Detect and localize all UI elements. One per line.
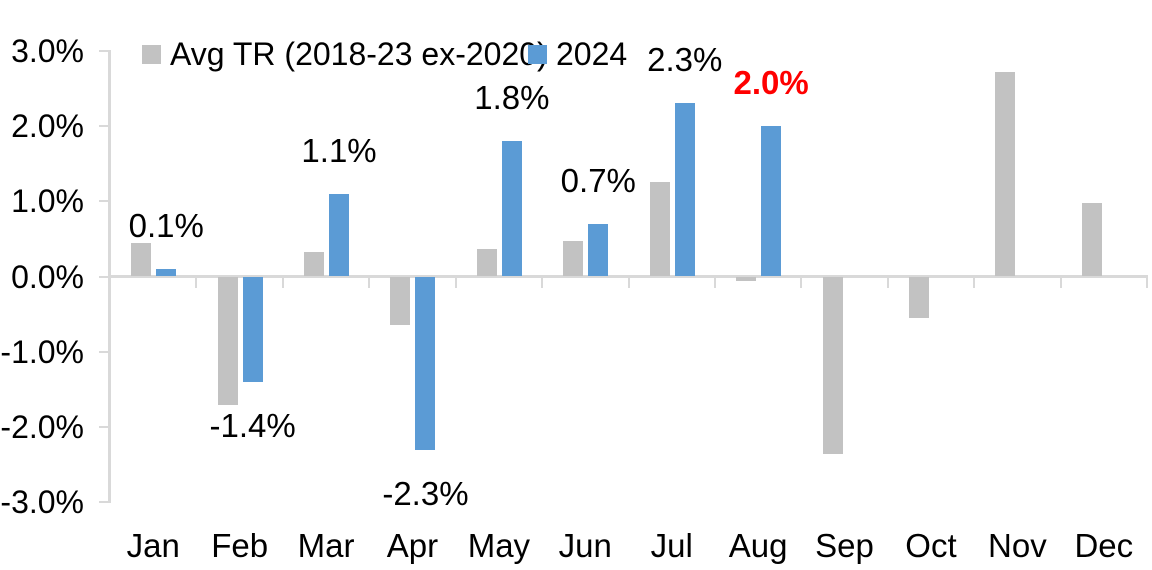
legend-label-avg-tr: Avg TR (2018-23 ex-2020) (170, 35, 548, 72)
x-axis-tick (627, 278, 630, 288)
bar-2024-jun (588, 223, 609, 277)
legend-swatch-2024 (528, 44, 547, 64)
data-label-2024-jan: 0.1% (128, 206, 204, 244)
x-axis-tick (368, 278, 371, 288)
x-axis-tick (281, 278, 284, 288)
x-axis-tick (713, 278, 716, 288)
x-axis-label-oct: Oct (905, 527, 957, 564)
x-axis-label-mar: Mar (297, 527, 355, 564)
y-axis-tick (99, 275, 109, 278)
bar-avg-mar (304, 252, 325, 277)
bar-avg-apr (390, 276, 411, 326)
y-axis-label: -3.0% (0, 484, 84, 521)
bar-2024-feb (242, 276, 263, 382)
bar-avg-nov (995, 71, 1016, 277)
bar-2024-mar (329, 193, 350, 277)
bar-2024-aug (761, 125, 782, 277)
bar-avg-may (476, 248, 497, 277)
bar-avg-aug (736, 276, 757, 282)
x-axis-label-feb: Feb (211, 527, 269, 564)
x-axis-tick (886, 278, 889, 288)
data-label-2024-mar: 1.1% (301, 131, 377, 169)
data-label-2024-apr: -2.3% (382, 474, 469, 512)
bar-avg-jan (131, 242, 152, 277)
x-axis-tick (195, 278, 198, 288)
y-axis-label: 2.0% (11, 107, 84, 144)
data-label-2024-jun: 0.7% (560, 161, 636, 199)
legend-swatch-avg-tr (142, 44, 161, 64)
data-label-2024-jul: 2.3% (647, 41, 723, 79)
x-axis-tick (973, 278, 976, 288)
y-axis-label: -1.0% (0, 333, 84, 370)
y-axis-label: 0.0% (11, 258, 84, 295)
x-axis-tick (1146, 278, 1148, 288)
bar-avg-sep (822, 276, 843, 454)
x-axis-tick (109, 278, 111, 288)
legend-label-2024: 2024 (556, 35, 628, 72)
bar-avg-jul (649, 182, 670, 277)
legend-item-2024: 2024 (528, 36, 627, 72)
data-label-2024-feb: -1.4% (209, 406, 296, 444)
x-axis-label-apr: Apr (386, 527, 439, 564)
y-axis-label: -2.0% (0, 409, 84, 446)
bar-2024-jan (156, 268, 177, 277)
y-axis-label: 3.0% (11, 32, 84, 69)
x-axis-tick (541, 278, 544, 288)
x-axis-label-jan: Jan (126, 527, 180, 564)
bar-avg-feb (217, 276, 238, 405)
data-label-2024-aug: 2.0% (733, 63, 809, 101)
bar-avg-oct (908, 276, 929, 318)
y-axis-tick (99, 426, 109, 429)
bar-2024-may (501, 140, 522, 277)
legend-item-avg-tr: Avg TR (2018-23 ex-2020) (142, 36, 548, 72)
x-axis-tick (1059, 278, 1062, 288)
x-axis-label-aug: Aug (728, 527, 788, 564)
y-axis-tick (99, 49, 109, 52)
x-axis-label-sep: Sep (815, 527, 874, 564)
bar-2024-jul (674, 103, 695, 277)
x-axis-label-may: May (467, 527, 531, 564)
x-axis-label-nov: Nov (988, 527, 1047, 564)
bar-2024-apr (415, 276, 436, 450)
x-axis-label-jul: Jul (650, 527, 693, 564)
y-axis-tick (99, 124, 109, 127)
y-axis-label: 1.0% (11, 183, 84, 220)
x-axis-label-dec: Dec (1074, 527, 1134, 564)
x-axis-line (108, 275, 1148, 278)
bar-avg-jun (563, 241, 584, 277)
bar-avg-dec (1081, 203, 1102, 277)
y-axis-tick (99, 350, 109, 353)
x-axis-label-jun: Jun (558, 527, 612, 564)
data-label-2024-may: 1.8% (474, 78, 550, 116)
x-axis-tick (800, 278, 803, 288)
x-axis-tick (454, 278, 457, 288)
y-axis-tick (99, 200, 109, 203)
y-axis-tick (99, 501, 109, 504)
